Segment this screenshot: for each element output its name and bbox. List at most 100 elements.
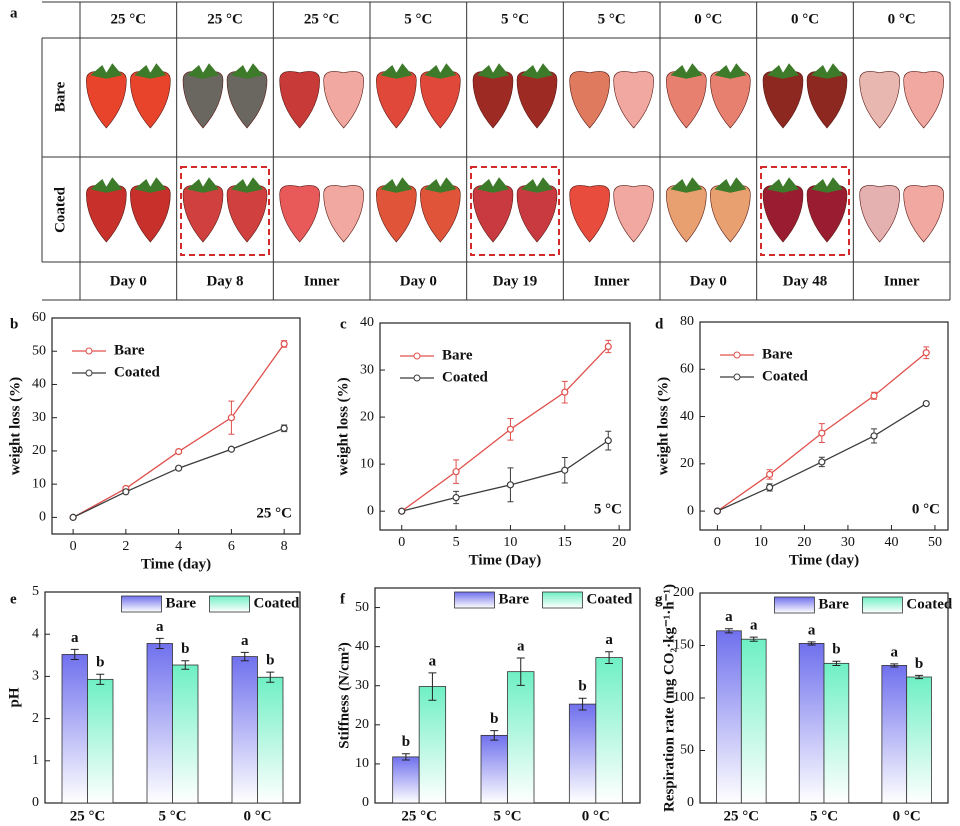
strawberry-leaf [134, 63, 167, 79]
bar [798, 643, 825, 804]
strawberry [569, 71, 610, 129]
data-point [227, 414, 236, 422]
strawberry [279, 185, 320, 243]
legend-label: Coated [442, 369, 488, 385]
y-tick-label: 80 [680, 314, 694, 329]
significance-letter: b [915, 656, 923, 672]
strawberry-leaf [477, 63, 509, 79]
y-tick-label: 30 [355, 678, 369, 693]
error-bar [96, 673, 105, 685]
significance-letter: a [808, 622, 816, 638]
panel-label: e [10, 591, 17, 607]
y-tick-label: 20 [355, 717, 369, 732]
significance-letter: b [96, 655, 104, 671]
row-label: Coated [52, 186, 68, 232]
y-tick-label: 150 [673, 638, 694, 653]
strawberry-leaf [767, 177, 799, 193]
bar [881, 665, 908, 804]
column-footer: Day 8 [206, 273, 243, 289]
legend-label: Bare [818, 596, 849, 612]
x-axis-label: Time (day) [141, 556, 211, 572]
error-bar [749, 636, 758, 642]
legend-label: Coated [587, 591, 633, 607]
strawberry-leaf [187, 177, 219, 193]
data-point [280, 424, 288, 432]
x-tick-label: 5 °C [493, 808, 521, 824]
x-tick-label: 25 °C [401, 808, 437, 824]
y-axis-label: Respiration rate (mg CO₂·kg⁻¹·h⁻¹) [661, 584, 677, 812]
bar [507, 671, 535, 804]
highlight-box [760, 166, 850, 256]
x-axis-label: Time (day) [789, 552, 859, 568]
data-point [766, 483, 774, 492]
strawberry-leaf [424, 63, 457, 79]
y-axis-label: pH [6, 687, 22, 707]
strawberry [613, 71, 654, 129]
x-tick-label: 30 [841, 535, 855, 550]
data-point [69, 513, 77, 521]
plot-frame [699, 321, 949, 531]
strawberry-leaf [90, 63, 123, 79]
strawberry-leaf [767, 63, 799, 79]
panel-label: g [655, 591, 663, 607]
temperature-annotation: 5 °C [594, 501, 622, 517]
significance-letter: b [832, 642, 840, 658]
y-tick-label: 10 [32, 476, 46, 491]
column-footer: Day 0 [110, 273, 147, 289]
y-tick-label: 60 [32, 310, 46, 325]
x-tick-label: 5 °C [158, 808, 186, 824]
y-axis-label: Stiffness (N/cm²) [336, 642, 352, 749]
legend-swatch [542, 591, 583, 609]
significance-letter: a [725, 609, 733, 625]
y-tick-label: 20 [680, 456, 694, 471]
column-header: 0 °C [694, 11, 722, 27]
x-axis-label: Time (Day) [469, 552, 542, 568]
data-point [227, 445, 236, 453]
y-tick-label: 30 [360, 362, 374, 377]
significance-letter: b [181, 641, 189, 657]
strawberry-leaf [521, 177, 553, 193]
y-tick-label: 10 [355, 756, 369, 771]
y-tick-label: 3 [32, 669, 39, 684]
x-tick-label: 40 [884, 535, 898, 550]
data-point [175, 464, 183, 472]
strawberry-leaf [231, 177, 263, 193]
y-tick-label: 0 [362, 795, 369, 810]
y-tick-label: 200 [673, 585, 694, 600]
y-tick-label: 100 [673, 690, 694, 705]
y-tick-label: 50 [32, 343, 46, 358]
legend-label: Coated [762, 368, 808, 384]
column-footer: Day 0 [690, 273, 727, 289]
data-point [604, 342, 612, 351]
panel-label: d [655, 316, 664, 332]
data-point [506, 481, 515, 489]
bar [87, 678, 114, 804]
significance-letter: a [71, 630, 79, 646]
bar [61, 654, 88, 804]
data-point [922, 399, 930, 408]
strawberry-leaf [477, 177, 509, 193]
significance-letter: a [156, 619, 164, 635]
y-tick-label: 0 [39, 510, 46, 525]
data-point [561, 388, 569, 396]
strawberry-leaf [521, 63, 553, 79]
x-tick-label: 2 [122, 539, 129, 554]
legend-label: Coated [114, 364, 160, 380]
bar [906, 676, 932, 804]
x-tick-label: 0 [398, 535, 405, 550]
x-tick-label: 50 [928, 535, 942, 550]
column-header: 25 °C [111, 11, 147, 27]
highlight-box [470, 166, 560, 256]
legend-marker [733, 351, 741, 359]
y-tick-label: 2 [32, 711, 39, 726]
y-tick-label: 0 [367, 503, 374, 518]
x-tick-label: 15 [558, 535, 572, 550]
x-tick-label: 20 [612, 535, 626, 550]
data-point [452, 493, 460, 502]
panel-label: a [10, 5, 18, 21]
data-point [818, 429, 826, 437]
data-point [604, 437, 612, 445]
column-footer: Day 48 [783, 273, 828, 289]
column-header: 5 °C [598, 11, 626, 27]
significance-letter: a [605, 632, 613, 648]
